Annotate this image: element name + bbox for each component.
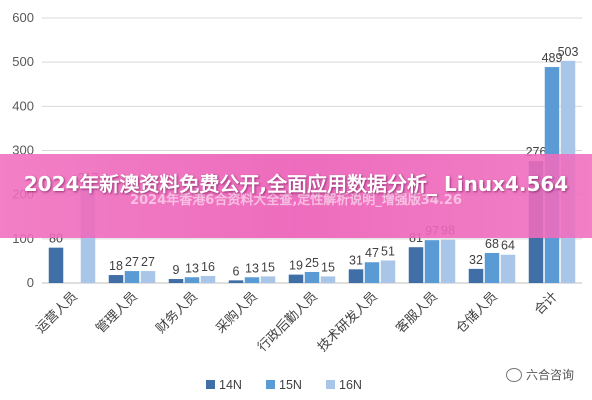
data-label: 489: [542, 51, 563, 65]
data-label: 13: [185, 261, 199, 275]
data-label: 31: [349, 253, 363, 267]
data-label: 6: [233, 264, 240, 278]
watermark-text: 六合咨询: [525, 368, 574, 382]
y-tick-label: 0: [27, 275, 34, 290]
data-label: 15: [261, 260, 275, 274]
bar: [184, 277, 200, 283]
data-label: 51: [381, 244, 395, 258]
bar: [124, 271, 140, 283]
data-label: 27: [125, 255, 139, 269]
bar: [244, 277, 260, 283]
data-label: 25: [305, 256, 319, 270]
y-tick-label: 300: [12, 143, 34, 158]
data-label: 18: [109, 259, 123, 273]
banner-title: 2024年新澳资料免费公开,全面应用数据分析_ Linux4.564: [23, 172, 569, 196]
data-label: 15: [321, 260, 335, 274]
watermark: 六合咨询: [505, 366, 574, 383]
bar: [260, 276, 276, 283]
bar: [228, 280, 244, 283]
banner-subtitle: 2024年香港6合资料大全查,定性解析说明_增强版34.26: [130, 193, 462, 208]
x-tick-label: 技术研发人员: [314, 289, 380, 355]
data-label: 32: [469, 253, 483, 267]
bar: [348, 269, 364, 283]
x-tick-label: 合计: [532, 289, 561, 318]
bar: [380, 260, 396, 283]
bar: [364, 262, 380, 283]
legend-swatch: [206, 380, 215, 389]
data-label: 13: [245, 261, 259, 275]
y-tick-label: 400: [12, 98, 34, 113]
bar: [304, 271, 320, 283]
bar: [140, 271, 156, 283]
x-tick-label: 客服人员: [393, 289, 441, 337]
data-label: 64: [501, 239, 515, 253]
x-tick-label: 运营人员: [33, 289, 80, 336]
bar: [48, 247, 64, 283]
data-label: 19: [289, 259, 303, 273]
bar: [168, 279, 184, 283]
bar: [500, 254, 516, 283]
legend-label: 15N: [279, 378, 302, 392]
bar: [288, 274, 304, 283]
legend-swatch: [326, 380, 335, 389]
data-label: 503: [558, 45, 579, 59]
legend-label: 16N: [339, 378, 362, 392]
promo-banner: [0, 154, 592, 238]
x-tick-label: 财务人员: [153, 289, 201, 337]
bar: [468, 268, 484, 283]
bar: [200, 275, 216, 283]
bar: [440, 239, 456, 283]
bar: [320, 276, 336, 283]
x-tick-label: 采购人员: [213, 289, 261, 337]
data-label: 47: [365, 246, 379, 260]
wechat-icon: [505, 367, 522, 382]
bar: [424, 240, 440, 283]
data-label: 68: [485, 237, 499, 251]
legend-label: 14N: [219, 378, 242, 392]
x-tick-label: 仓储人员: [453, 289, 500, 336]
data-label: 27: [141, 255, 155, 269]
bar: [484, 252, 500, 283]
x-tick-label: 行政后勤人员: [255, 289, 321, 355]
y-tick-label: 500: [12, 54, 34, 69]
data-label: 16: [201, 260, 215, 274]
bar: [108, 275, 124, 283]
legend-swatch: [266, 380, 275, 389]
y-tick-label: 600: [12, 10, 34, 25]
bar: [408, 247, 424, 283]
data-label: 9: [173, 263, 180, 277]
x-tick-label: 管理人员: [93, 289, 140, 336]
